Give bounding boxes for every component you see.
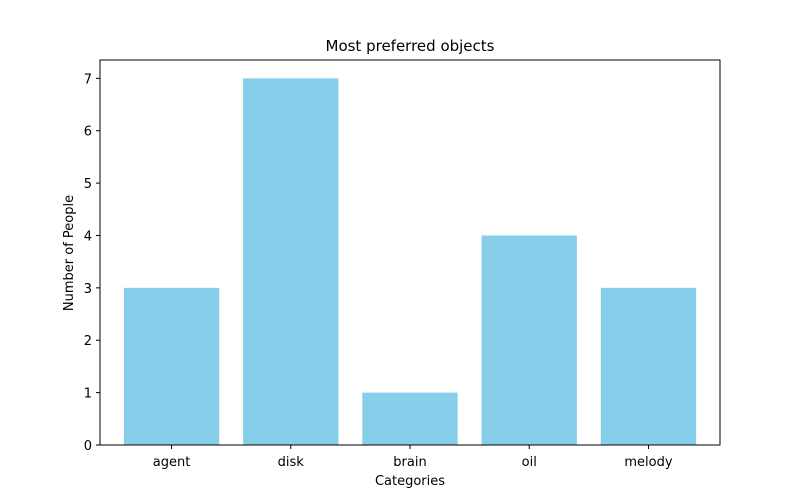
y-axis-ticks: 0 1 2 3 4 5 6 7 [84, 72, 100, 454]
y-tick-label: 0 [84, 439, 92, 454]
bar-disk [243, 78, 339, 445]
x-tick-label: brain [393, 455, 426, 470]
y-tick-label: 2 [84, 334, 92, 349]
bar-oil [481, 235, 577, 445]
x-tick-label: oil [522, 455, 537, 470]
bar-brain [362, 392, 458, 445]
y-tick-label: 7 [84, 72, 92, 87]
bar-agent [123, 287, 220, 445]
chart-title: Most preferred objects [326, 37, 495, 55]
y-tick-label: 1 [84, 387, 92, 402]
x-tick-label: melody [624, 455, 672, 470]
bar-melody [600, 287, 697, 445]
y-tick-label: 6 [84, 125, 92, 140]
y-tick-label: 4 [84, 229, 92, 244]
x-tick-label: agent [153, 455, 191, 470]
plot-frame [99, 59, 721, 446]
bars-group [123, 78, 697, 445]
y-tick-label: 5 [84, 177, 92, 192]
x-tick-label: disk [278, 455, 305, 470]
y-tick-label: 3 [84, 282, 92, 297]
y-axis-title: Number of People [62, 195, 77, 311]
x-axis-title: Categories [375, 474, 445, 489]
x-axis-ticks: agent disk brain oil melody [153, 445, 673, 470]
